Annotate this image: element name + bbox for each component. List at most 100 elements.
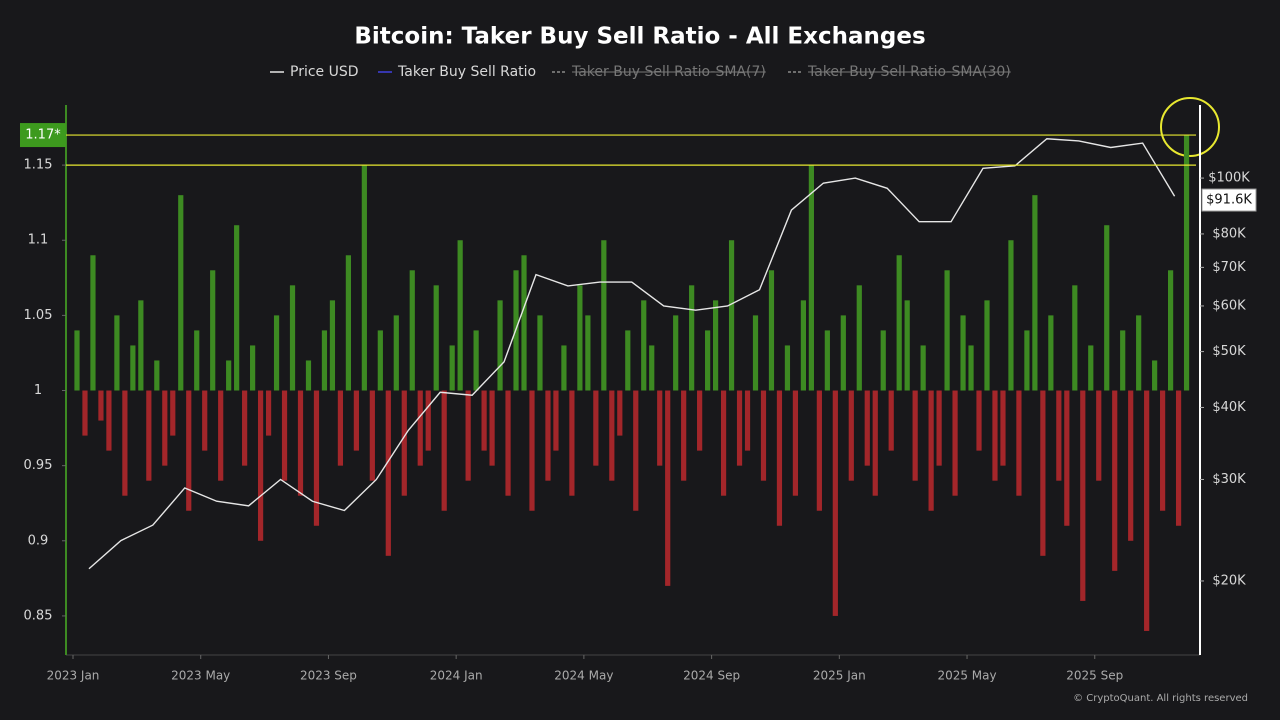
y2-tick-label: $40K <box>1212 400 1246 415</box>
bar <box>601 240 607 391</box>
bar <box>681 390 687 481</box>
bar <box>1096 390 1102 481</box>
bar <box>1032 195 1038 391</box>
bar <box>210 270 216 391</box>
bar <box>489 390 495 466</box>
bar <box>154 360 160 391</box>
bar <box>824 330 830 391</box>
bar <box>1144 390 1150 631</box>
y2-tick-label: $80K <box>1212 226 1246 241</box>
bar <box>736 390 743 466</box>
bar <box>337 390 344 466</box>
bar <box>960 315 966 391</box>
bar <box>896 255 902 391</box>
bar <box>920 345 926 391</box>
bar <box>401 390 407 496</box>
last-price-box <box>1201 188 1257 212</box>
bar <box>449 345 455 391</box>
credit: © CryptoQuant. All rights reserved <box>1073 693 1248 704</box>
price-line <box>88 138 1176 570</box>
bar <box>194 330 200 391</box>
bar <box>904 300 910 391</box>
bar <box>1072 285 1078 391</box>
bar <box>561 345 567 391</box>
bar <box>776 390 783 526</box>
bar <box>393 315 399 391</box>
x-tick-label: 2024 May <box>554 669 613 683</box>
bar <box>864 390 870 466</box>
bar <box>1183 135 1190 391</box>
bar <box>976 390 982 451</box>
bar <box>593 390 599 466</box>
bar <box>353 390 359 451</box>
annotation-label-bg <box>20 123 66 148</box>
bar <box>1104 225 1110 391</box>
bar <box>856 285 862 391</box>
bar <box>1040 390 1046 556</box>
y2-tick-label: $100K <box>1208 171 1250 186</box>
bar <box>665 390 671 586</box>
bar <box>90 255 96 391</box>
bar <box>1112 390 1118 571</box>
bar <box>968 345 974 391</box>
bar <box>202 390 208 451</box>
y-tick-label: 1.05 <box>24 308 53 323</box>
bar <box>82 390 88 436</box>
bar <box>265 390 272 436</box>
bar <box>625 330 631 391</box>
x-tick-label: 2025 Jan <box>813 669 866 683</box>
bar <box>409 270 415 391</box>
bar <box>218 390 224 481</box>
bar <box>162 390 168 466</box>
bar <box>649 345 655 391</box>
bar <box>297 390 304 496</box>
bar <box>313 390 320 526</box>
bar <box>481 390 487 451</box>
bar <box>122 390 128 496</box>
legend-label: Price USD <box>290 64 359 80</box>
bar <box>289 285 296 391</box>
bar <box>1167 270 1174 391</box>
bar <box>257 390 264 541</box>
x-tick-label: 2023 Sep <box>300 669 357 683</box>
bar <box>609 390 615 481</box>
legend-label: Taker Buy Sell Ratio <box>397 64 536 80</box>
bar <box>138 300 144 391</box>
bar <box>473 330 479 391</box>
bar <box>226 360 232 391</box>
bar <box>361 165 367 391</box>
bar <box>106 390 112 451</box>
bar <box>433 285 439 391</box>
bar <box>1048 315 1054 391</box>
bar <box>888 390 894 451</box>
bar <box>872 390 878 496</box>
y2-tick-label: $20K <box>1212 573 1246 588</box>
x-tick-label: 2023 Jan <box>47 669 100 683</box>
bar <box>377 330 383 391</box>
x-tick-label: 2023 May <box>171 669 230 683</box>
y2-tick-label: $70K <box>1212 260 1246 275</box>
bar <box>74 330 80 391</box>
bar <box>178 195 184 391</box>
bar <box>577 285 583 391</box>
y-tick-label: 1 <box>34 383 42 398</box>
bar <box>130 345 136 391</box>
bar <box>545 390 551 481</box>
bar <box>1024 330 1030 391</box>
chart-title: Bitcoin: Taker Buy Sell Ratio - All Exch… <box>354 24 925 50</box>
bar <box>657 390 663 466</box>
x-tick-label: 2025 Sep <box>1066 669 1123 683</box>
bar <box>1160 390 1166 511</box>
bar <box>1008 240 1014 391</box>
bar <box>553 390 559 451</box>
bar <box>186 390 192 511</box>
y-tick-label: 0.9 <box>28 533 49 548</box>
bar <box>832 390 838 616</box>
bar <box>728 240 735 391</box>
bar <box>697 390 703 451</box>
bar <box>569 390 575 496</box>
bar <box>321 330 328 391</box>
bar <box>928 390 934 511</box>
